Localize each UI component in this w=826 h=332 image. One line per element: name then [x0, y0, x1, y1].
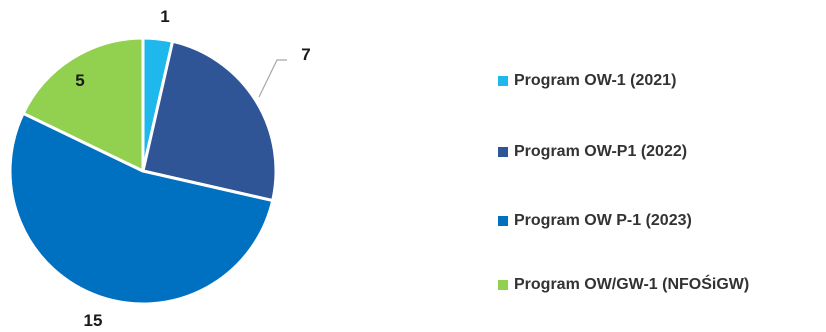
legend-label: Program OW-1 (2021) [514, 72, 677, 89]
legend-swatch [498, 76, 508, 86]
legend-label: Program OW-P1 (2022) [514, 143, 688, 160]
legend-label: Program OW/GW-1 (NFOŚiGW) [514, 276, 750, 293]
legend-item-ow-1-2021: Program OW-1 (2021) [498, 72, 676, 90]
pie-slice-ow-gw-1-nfosigw [21, 36, 145, 173]
pie-slice-ow-p1-2022 [141, 39, 278, 203]
legend-swatch [498, 216, 508, 226]
legend-item-ow-gw-1-nfosigw: Program OW/GW-1 (NFOŚiGW) [498, 276, 749, 294]
legend-item-ow-p1-2022: Program OW-P1 (2022) [498, 143, 687, 161]
pie-slice-ow-p-1-2023 [8, 111, 275, 306]
leader-line-7 [258, 59, 287, 98]
data-label-5: 5 [75, 71, 84, 90]
legend-swatch [498, 147, 508, 157]
legend-swatch [498, 280, 508, 290]
data-label-15: 15 [84, 311, 103, 330]
pie-slices [8, 36, 278, 306]
legend-item-ow-p-1-2023: Program OW P-1 (2023) [498, 212, 692, 230]
data-label-1: 1 [160, 7, 169, 26]
data-label-7: 7 [301, 45, 310, 64]
legend-label: Program OW P-1 (2023) [514, 212, 692, 229]
